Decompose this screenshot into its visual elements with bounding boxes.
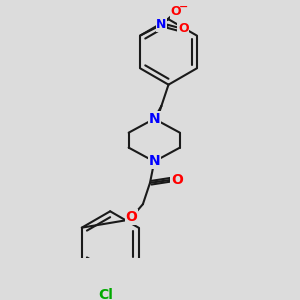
Text: O: O — [178, 22, 189, 35]
Text: Cl: Cl — [98, 288, 113, 300]
Text: N: N — [148, 154, 160, 169]
Text: O: O — [126, 210, 137, 224]
Text: N: N — [148, 112, 160, 126]
Text: N: N — [156, 18, 167, 31]
Text: O: O — [170, 5, 181, 19]
Text: −: − — [179, 2, 188, 12]
Text: O: O — [171, 173, 183, 187]
